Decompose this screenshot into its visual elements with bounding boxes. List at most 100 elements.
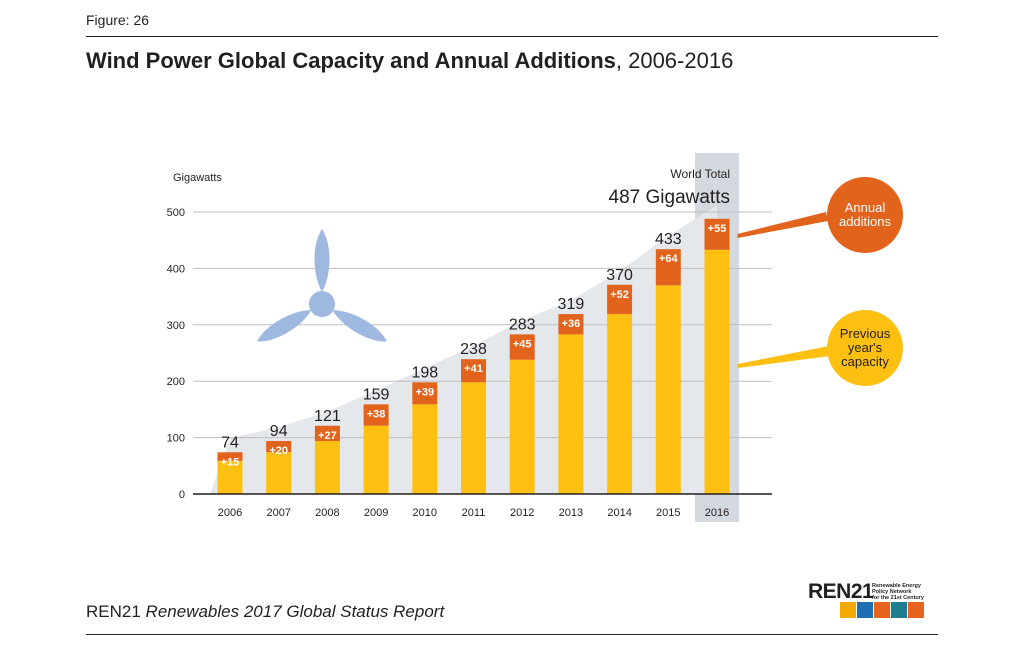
power-icon bbox=[874, 602, 890, 618]
addition-label: +36 bbox=[562, 318, 581, 330]
y-tick-label: 300 bbox=[167, 320, 185, 332]
x-tick-label: 2015 bbox=[656, 507, 680, 519]
figure-label: Figure: 26 bbox=[86, 12, 150, 28]
total-label: 433 bbox=[655, 231, 682, 248]
wind-turbine-icon bbox=[257, 229, 387, 342]
bar-annual-addition bbox=[266, 440, 292, 453]
footer-citation: REN21 Renewables 2017 Global Status Repo… bbox=[86, 602, 444, 622]
turbine-blade bbox=[257, 310, 312, 342]
bar-annual-addition bbox=[558, 314, 584, 335]
previous-pointer bbox=[737, 346, 830, 368]
capacity-chart: 0 100 200 300 400 500 Gigawatts +15 74 2006 +20 94 2… bbox=[167, 153, 903, 522]
world-total-value: 487 Gigawatts bbox=[609, 187, 730, 208]
x-tick-label: 2008 bbox=[315, 507, 339, 519]
bar-previous-capacity bbox=[266, 452, 292, 494]
sun-icon bbox=[840, 602, 856, 618]
logo-wordmark: REN21 bbox=[808, 580, 874, 603]
y-tick-label: 500 bbox=[167, 207, 185, 219]
bar-annual-addition bbox=[461, 359, 486, 383]
total-label: 370 bbox=[606, 267, 633, 284]
addition-label: +27 bbox=[318, 430, 337, 442]
x-tick-label: 2016 bbox=[705, 507, 729, 519]
water-icon bbox=[891, 602, 907, 618]
leaf-icon bbox=[908, 602, 924, 618]
bar-previous-capacity bbox=[412, 404, 438, 494]
y-tick-label: 0 bbox=[179, 489, 185, 501]
x-tick-label: 2006 bbox=[218, 507, 242, 519]
total-label: 283 bbox=[509, 316, 536, 333]
addition-label: +39 bbox=[415, 386, 434, 398]
y-tick-label: 400 bbox=[167, 263, 185, 275]
y-axis-title: Gigawatts bbox=[173, 172, 222, 184]
x-tick-label: 2011 bbox=[462, 507, 486, 519]
turbine-blade bbox=[314, 229, 330, 292]
ren21-logo: REN21 Renewable Energy Policy Network fo… bbox=[808, 580, 938, 620]
y-tick-label: 200 bbox=[167, 376, 185, 388]
additions-pointer bbox=[737, 212, 828, 238]
additions-callout-text: Annual bbox=[845, 200, 886, 215]
logo-tagline: Renewable Energy Policy Network for the … bbox=[872, 583, 942, 601]
x-tick-label: 2007 bbox=[266, 507, 290, 519]
bar-previous-capacity bbox=[509, 359, 535, 494]
total-label: 198 bbox=[411, 364, 438, 381]
addition-label: +38 bbox=[367, 408, 386, 420]
wind-icon bbox=[857, 602, 873, 618]
world-total-label: World Total bbox=[670, 167, 730, 181]
bar-previous-capacity bbox=[558, 334, 584, 494]
total-label: 121 bbox=[314, 408, 341, 425]
total-label: 159 bbox=[363, 386, 390, 403]
bottom-rule bbox=[86, 634, 938, 635]
growth-wedge bbox=[210, 205, 717, 494]
previous-callout-text: year's bbox=[848, 340, 883, 355]
addition-label: +55 bbox=[708, 223, 727, 235]
bar-annual-addition bbox=[314, 425, 340, 441]
title-main: Wind Power Global Capacity and Annual Ad… bbox=[86, 48, 616, 73]
addition-label: +45 bbox=[513, 338, 532, 350]
bar-previous-capacity bbox=[607, 314, 633, 494]
bar-annual-addition bbox=[217, 452, 243, 461]
bar-previous-capacity bbox=[704, 249, 730, 494]
title-years: , 2006-2016 bbox=[615, 48, 734, 73]
bar-previous-capacity bbox=[314, 440, 340, 494]
additions-callout-text: additions bbox=[839, 214, 892, 229]
bar-annual-addition bbox=[704, 218, 730, 250]
bar-annual-addition bbox=[509, 334, 535, 360]
previous-callout-text: capacity bbox=[841, 354, 889, 369]
bar-annual-addition bbox=[655, 249, 681, 286]
page-title: Wind Power Global Capacity and Annual Ad… bbox=[86, 48, 733, 74]
logo-tagline-line: Policy Network bbox=[872, 589, 912, 595]
previous-bubble bbox=[827, 310, 903, 386]
top-rule bbox=[86, 36, 938, 37]
footer-org: REN21 bbox=[86, 602, 141, 621]
turbine-hub bbox=[309, 291, 335, 317]
footer-report: Renewables 2017 Global Status Report bbox=[145, 602, 445, 621]
addition-label: +52 bbox=[610, 289, 629, 301]
addition-label: +20 bbox=[269, 445, 288, 457]
turbine-blade bbox=[332, 310, 387, 342]
logo-tagline-line: for the 21st Century bbox=[872, 595, 924, 601]
addition-label: +41 bbox=[464, 363, 483, 375]
logo-tagline-line: Renewable Energy bbox=[872, 583, 921, 589]
x-tick-label: 2012 bbox=[510, 507, 534, 519]
logo-icon-strip bbox=[840, 602, 924, 618]
total-label: 319 bbox=[558, 296, 585, 313]
bar-previous-capacity bbox=[655, 285, 681, 494]
x-tick-label: 2013 bbox=[559, 507, 583, 519]
addition-label: +64 bbox=[659, 253, 679, 265]
bar-annual-addition bbox=[363, 404, 389, 426]
additions-bubble bbox=[827, 177, 903, 253]
x-tick-label: 2014 bbox=[607, 507, 631, 519]
bar-previous-capacity bbox=[217, 460, 243, 494]
x-tick-label: 2010 bbox=[413, 507, 437, 519]
y-tick-label: 100 bbox=[167, 433, 185, 445]
addition-label: +15 bbox=[221, 456, 240, 468]
total-label: 238 bbox=[460, 341, 487, 358]
previous-callout-text: Previous bbox=[840, 326, 891, 341]
x-tick-label: 2009 bbox=[364, 507, 388, 519]
bar-previous-capacity bbox=[461, 382, 486, 494]
total-label: 74 bbox=[221, 434, 239, 451]
bar-annual-addition bbox=[412, 382, 438, 405]
total-label: 94 bbox=[270, 423, 288, 440]
bar-annual-addition bbox=[607, 284, 633, 315]
bar-previous-capacity bbox=[363, 425, 389, 494]
